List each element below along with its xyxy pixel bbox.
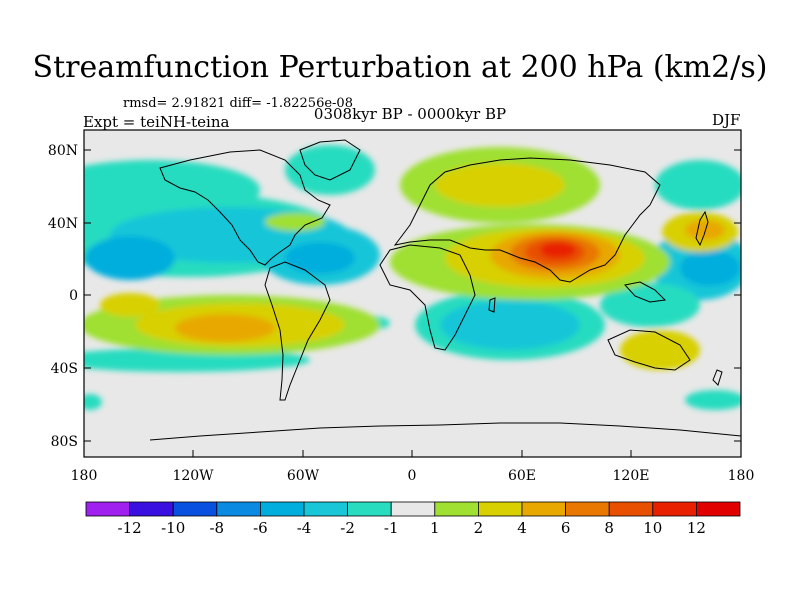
lon-label: 180 [71,468,98,484]
lon-label: 120E [613,468,650,484]
colorbar-swatch [85,501,130,517]
lat-label: 40N [48,216,78,232]
lon-label: 120W [172,468,214,484]
colorbar-label: 10 [643,519,662,537]
contour-field [84,130,741,457]
colorbar-swatch [390,501,436,517]
stats-text: rmsd= 2.91821 diff= -1.82256e-08 [123,96,353,111]
colorbar-label: -6 [253,519,268,537]
colorbar-swatch [434,501,479,517]
colorbar-swatch [608,501,654,517]
lon-label: 60E [508,468,536,484]
colorbar-label: 8 [604,519,614,537]
colorbar-label: -8 [209,519,224,537]
lat-label: 80S [51,434,78,450]
season-label: DJF [712,111,741,129]
colorbar-swatch [129,501,174,517]
colorbar-label: 12 [687,519,706,537]
colorbar-label: -4 [297,519,312,537]
colorbar-swatch [652,501,697,517]
axis-ticks [83,149,742,457]
colorbar-label: -10 [161,519,185,537]
colorbar-swatch [347,501,392,517]
colorbar-label: -12 [118,519,142,537]
colorbar-swatch [696,501,741,517]
lon-label: 60W [287,468,320,484]
colorbar-label: 4 [517,519,527,537]
colorbar-label: 6 [561,519,571,537]
colorbar-swatch [303,501,348,517]
coastlines [149,139,741,441]
lat-label: 40S [51,361,78,377]
lat-label: 80N [48,143,78,159]
map-title: Streamfunction Perturbation at 200 hPa (… [32,50,768,85]
colorbar-swatch [216,501,261,517]
lon-label: 180 [728,468,755,484]
colorbar-label: 1 [430,519,440,537]
lat-label: 0 [69,288,78,304]
colorbar-swatch [565,501,610,517]
colorbar: -12 -10 -8 -6 -4 -2 -1 1 2 4 6 8 10 12 [85,501,741,537]
lon-label: 0 [408,468,417,484]
colorbar-label: -2 [340,519,355,537]
colorbar-label: 2 [474,519,484,537]
colorbar-swatch [521,501,566,517]
colorbar-label: -1 [384,519,399,537]
colorbar-swatch [172,501,218,517]
period-label: 0308kyr BP - 0000kyr BP [313,105,507,123]
colorbar-swatch [259,501,305,517]
colorbar-swatch [477,501,523,517]
experiment-label: Expt = teiNH-teina [83,113,230,131]
